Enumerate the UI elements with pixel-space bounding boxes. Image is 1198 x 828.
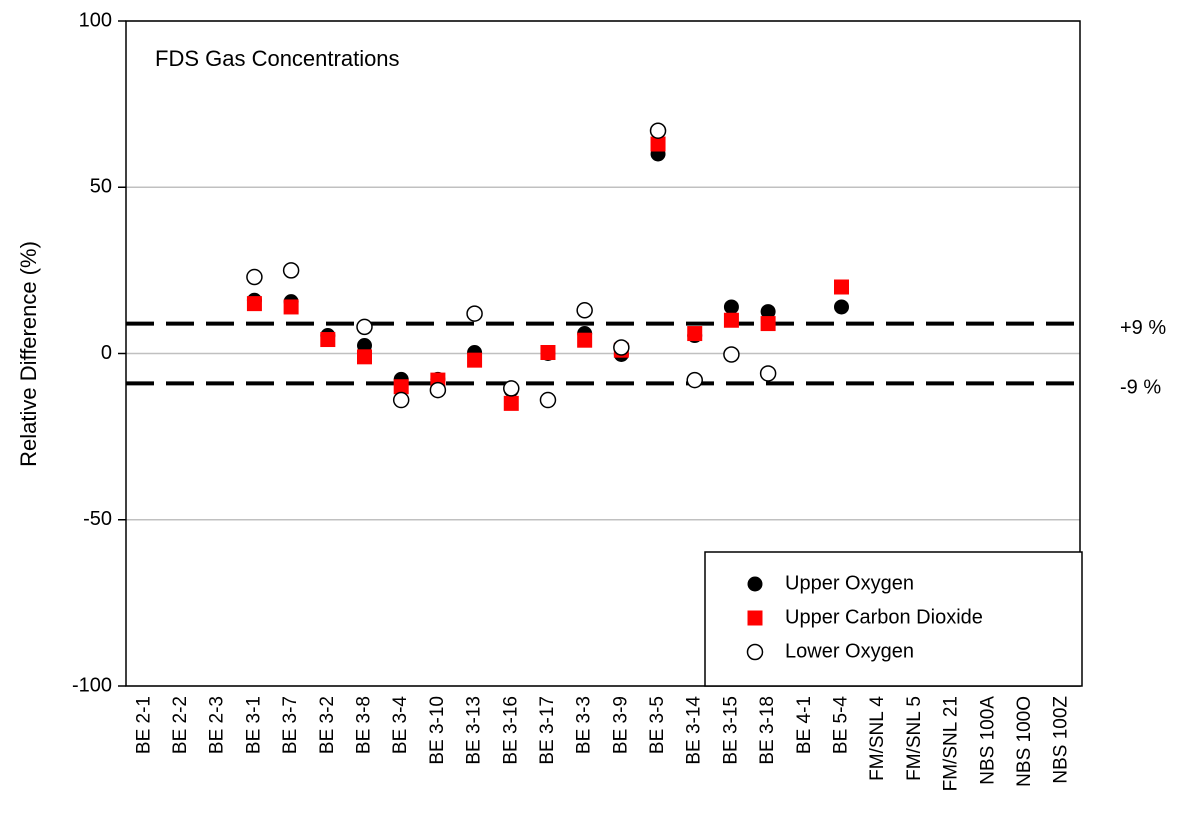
x-tick-label: BE 4-1 [794,696,815,754]
x-tick-label: FM/SNL 5 [904,696,925,781]
y-tick-label: 50 [90,176,112,198]
x-tick-label: BE 3-14 [684,696,705,765]
data-point [539,391,557,409]
data-point [723,299,739,315]
x-tick-label: BE 3-13 [464,696,485,765]
y-tick-label: 0 [101,342,112,364]
x-tick-label: BE 3-18 [757,696,778,765]
data-point [503,395,519,411]
data-point [392,391,410,409]
data-point [687,326,703,342]
data-point [686,371,703,389]
legend-box [704,551,1083,687]
data-point [246,268,263,286]
x-tick-label: BE 3-7 [280,696,301,754]
x-tick-label: NBS 100O [1014,696,1035,787]
data-point [723,346,740,363]
x-tick-label: BE 2-2 [170,696,191,754]
x-tick-label: BE 3-1 [243,696,264,754]
x-tick-label: BE 3-9 [610,696,631,754]
data-point [503,380,520,397]
data-point [466,305,483,322]
x-tick-label: BE 3-5 [647,696,668,754]
legend-label: Upper Carbon Dioxide [785,606,983,628]
legend-label: Lower Oxygen [785,640,914,662]
x-tick-label: BE 3-4 [390,696,411,755]
data-point [613,339,630,356]
data-point [393,379,409,395]
data-point [429,381,447,399]
y-axis-label: Relative Difference (%) [16,241,41,467]
x-tick-label: BE 3-3 [574,696,595,754]
x-tick-label: BE 3-17 [537,696,558,765]
x-tick-label: BE 3-16 [500,696,521,765]
x-tick-label: NBS 100A [977,696,998,785]
data-point [357,349,372,365]
reference-label: -9 % [1120,377,1161,399]
y-tick-label: 100 [79,9,112,31]
data-point [320,332,336,348]
chart-title: FDS Gas Concentrations [155,46,400,71]
data-point [650,136,666,152]
data-point [283,299,299,315]
legend-marker [747,610,763,626]
x-tick-label: BE 5-4 [831,696,852,755]
data-point [834,299,849,315]
data-point [759,365,777,382]
x-tick-label: BE 3-15 [720,696,741,765]
data-point [246,296,262,312]
x-tick-label: BE 2-3 [207,696,228,754]
x-tick-label: BE 3-10 [427,696,448,765]
data-point [356,318,373,336]
data-point [576,302,593,319]
data-point [760,316,776,332]
data-point [467,352,483,368]
data-point [540,345,556,361]
legend-marker [747,576,763,592]
legend-label: Upper Oxygen [785,572,914,594]
x-tick-label: FM/SNL 4 [867,696,888,781]
legend-marker [746,643,764,661]
data-point [834,279,849,295]
data-point [723,312,739,328]
x-tick-label: BE 2-1 [133,696,154,754]
x-tick-label: BE 3-8 [354,696,375,754]
plot-frame [125,20,1081,687]
data-point [649,122,667,139]
y-tick-label: -100 [72,674,112,696]
x-tick-label: NBS 100Z [1051,696,1072,784]
data-point [282,262,300,279]
data-point [357,338,372,354]
x-tick-label: BE 3-2 [317,696,338,754]
data-point [760,304,776,320]
data-point [577,332,593,348]
reference-label: +9 % [1120,317,1166,339]
y-tick-label: -50 [83,508,112,530]
x-tick-label: FM/SNL 21 [941,696,962,791]
